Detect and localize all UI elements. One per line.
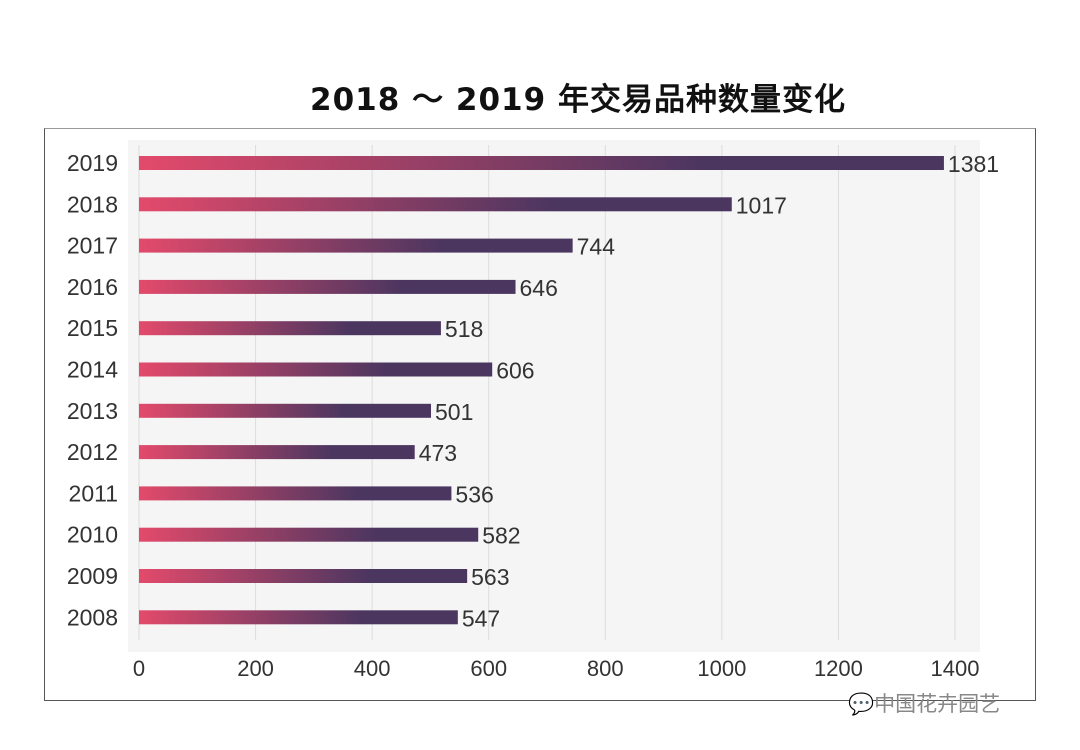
x-tick-label: 200 [237,656,274,681]
bar-2008 [139,610,458,625]
data-label: 646 [520,275,558,301]
y-category-label: 2017 [67,233,118,259]
data-label: 1017 [736,192,787,218]
watermark: 💬中国花卉园艺 [848,692,1001,716]
y-category-label: 2019 [67,150,118,176]
data-label: 501 [435,399,473,425]
x-tick-label: 1000 [697,656,746,681]
bar-2018 [139,197,732,212]
x-tick-label: 0 [133,656,145,681]
y-category-label: 2018 [67,191,118,217]
bar-2015 [139,321,441,336]
bar-2016 [139,279,516,294]
y-category-label: 2011 [69,480,118,506]
y-category-label: 2010 [67,522,118,548]
bar-2017 [139,238,573,253]
data-label: 582 [482,523,520,549]
data-label: 536 [455,481,493,507]
data-label: 1381 [948,151,999,177]
x-tick-label: 600 [470,656,507,681]
y-category-label: 2012 [67,439,118,465]
bar-2012 [139,445,415,460]
y-category-label: 2013 [67,398,118,424]
data-label: 518 [445,316,483,342]
bar-2019 [139,156,944,170]
chart-title: 2018 ～ 2019 年交易品种数量变化 [310,82,846,118]
data-label: 606 [496,358,534,384]
x-tick-label: 400 [354,656,391,681]
data-label: 744 [577,234,616,260]
bar-2014 [139,362,493,377]
wechat-icon: 💬 [848,692,875,716]
bar-2010 [139,527,479,542]
x-tick-label: 1400 [931,656,980,681]
y-category-label: 2015 [67,315,118,341]
y-category-label: 2016 [67,274,118,300]
data-label: 473 [419,440,457,466]
x-tick-label: 800 [587,656,624,681]
bar-2011 [139,486,452,501]
bar-2013 [139,403,432,418]
x-tick-label: 1200 [814,656,863,681]
bar-2009 [139,569,468,583]
chart-frame [44,128,1036,701]
y-category-label: 2009 [67,563,118,589]
y-category-label: 2014 [67,357,118,383]
y-category-label: 2008 [67,604,118,630]
data-label: 547 [462,605,500,631]
data-label: 563 [471,564,509,590]
